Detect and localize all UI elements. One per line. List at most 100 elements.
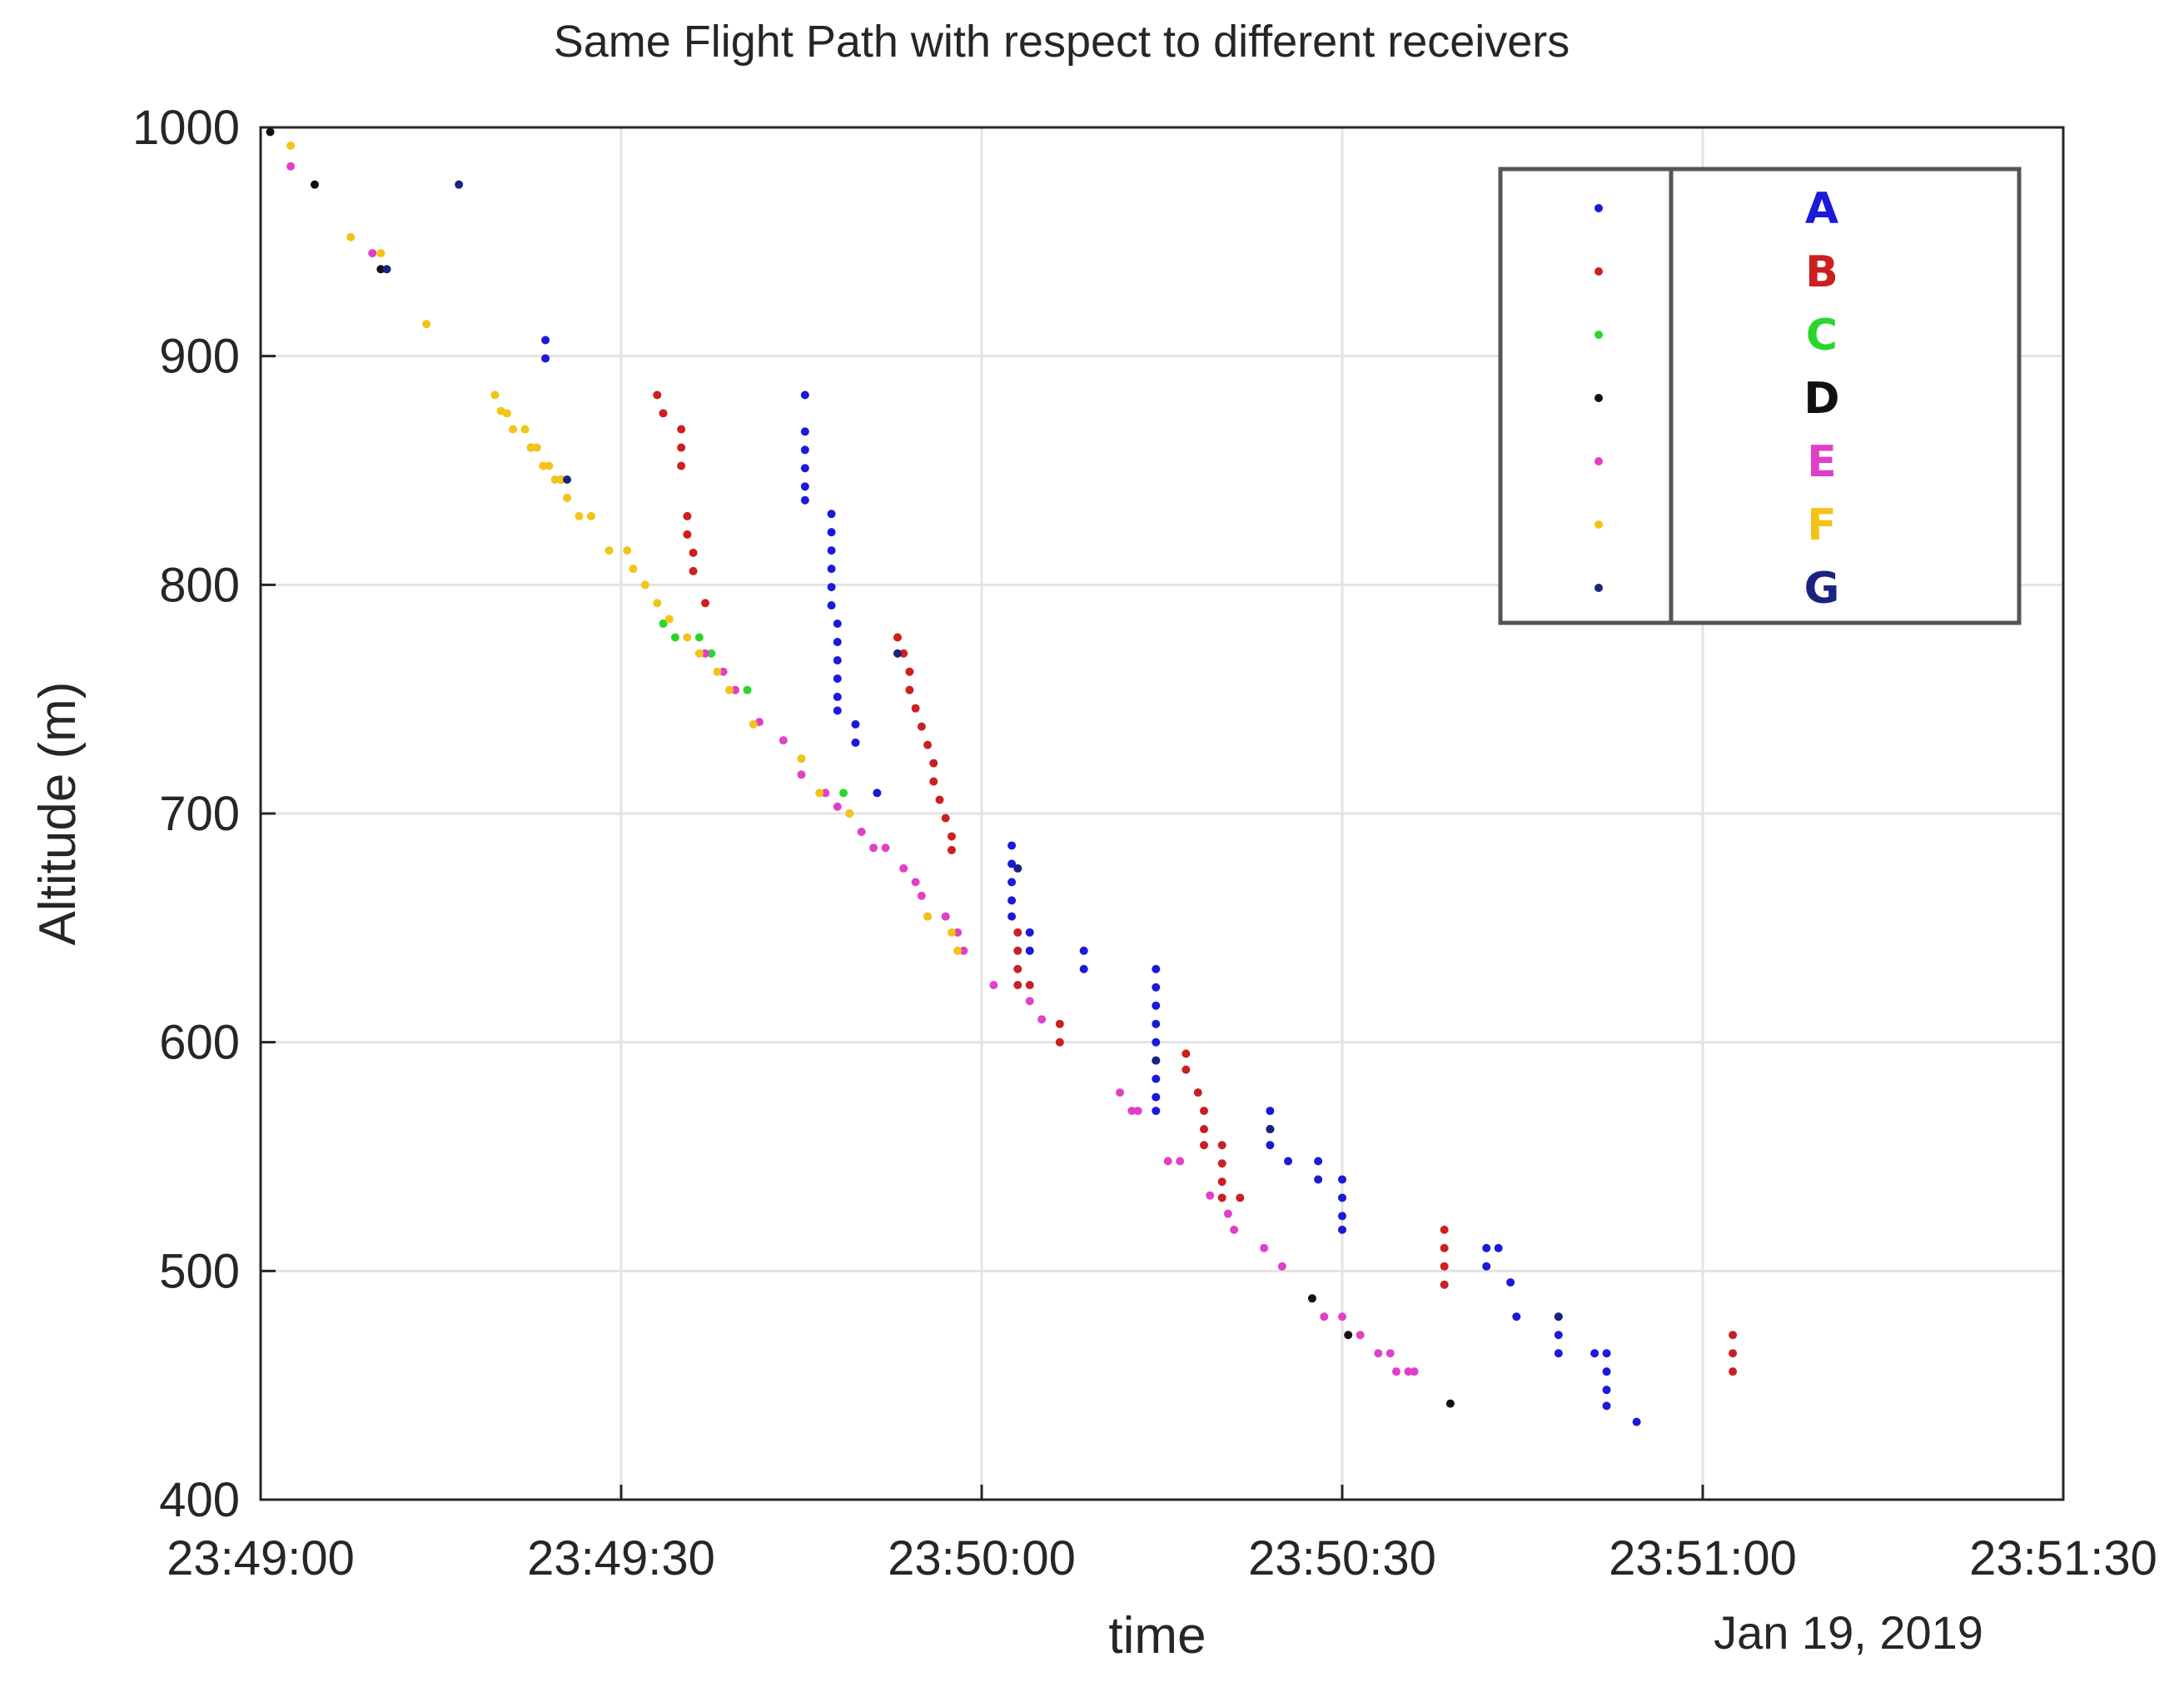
data-point — [623, 546, 632, 555]
data-point — [490, 391, 500, 400]
data-point — [1590, 1349, 1599, 1358]
x-tick-label: 23:49:00 — [167, 1531, 355, 1585]
data-point — [1729, 1349, 1738, 1358]
data-point — [857, 827, 866, 836]
data-point — [689, 566, 698, 575]
x-tick-label: 23:50:00 — [888, 1531, 1076, 1585]
data-point — [923, 912, 933, 921]
data-point — [1440, 1280, 1449, 1289]
data-point — [1013, 981, 1022, 989]
legend-label-c: C — [1806, 311, 1838, 361]
data-point — [1307, 1294, 1316, 1303]
x-tick-label: 23:51:00 — [1609, 1531, 1797, 1585]
data-point — [1007, 859, 1017, 868]
data-point — [694, 633, 704, 642]
data-point — [947, 845, 956, 854]
data-point — [1223, 1209, 1232, 1218]
legend-marker-e — [1594, 457, 1603, 465]
data-point — [683, 633, 692, 642]
data-point — [1632, 1417, 1641, 1426]
data-point — [1013, 863, 1022, 873]
data-point — [1410, 1367, 1419, 1376]
data-point — [1007, 841, 1017, 850]
y-tick-label: 400 — [159, 1473, 240, 1527]
data-point — [873, 789, 882, 798]
data-point — [1013, 946, 1022, 955]
data-point — [1602, 1401, 1611, 1411]
data-point — [821, 789, 830, 798]
data-point — [1554, 1349, 1563, 1358]
data-point — [929, 777, 938, 786]
data-point — [677, 461, 686, 470]
data-point — [1133, 1107, 1142, 1116]
data-point — [1152, 1107, 1161, 1116]
data-point — [683, 511, 692, 520]
y-tick-label: 500 — [159, 1244, 240, 1298]
data-point — [1176, 1157, 1185, 1166]
data-point — [905, 685, 914, 694]
data-point — [929, 759, 938, 768]
date-label: Jan 19, 2019 — [1714, 1606, 1983, 1659]
x-axis-tick-labels: 23:49:00 23:49:30 23:50:00 23:50:30 23:51:00… — [167, 1531, 2157, 1585]
data-point — [670, 633, 679, 642]
data-point — [797, 754, 806, 764]
data-point — [724, 685, 734, 694]
data-point — [1440, 1243, 1449, 1252]
data-point — [677, 443, 686, 452]
y-tick-label: 1000 — [132, 101, 240, 155]
data-point — [1193, 1088, 1202, 1097]
data-point — [502, 409, 511, 418]
data-point — [800, 427, 809, 436]
x-tick-label: 23:49:30 — [527, 1531, 715, 1585]
data-point — [1079, 946, 1088, 955]
data-point — [743, 685, 752, 694]
data-point — [1512, 1312, 1521, 1321]
data-point — [851, 738, 860, 747]
legend-label-a: A — [1805, 184, 1838, 234]
data-point — [1440, 1225, 1449, 1234]
data-point — [1266, 1141, 1275, 1150]
data-point — [1445, 1399, 1455, 1408]
data-point — [947, 928, 956, 937]
data-point — [1338, 1212, 1346, 1221]
legend-marker-a — [1594, 204, 1603, 212]
data-point — [899, 649, 908, 658]
y-tick-label: 900 — [159, 330, 240, 384]
data-point — [1037, 1015, 1047, 1024]
series-f — [286, 141, 963, 955]
data-point — [1115, 1088, 1124, 1097]
data-point — [1266, 1107, 1275, 1116]
data-point — [689, 548, 698, 557]
data-point — [653, 599, 662, 608]
data-point — [1217, 1159, 1226, 1168]
data-point — [1284, 1157, 1293, 1166]
data-point — [629, 565, 638, 574]
data-point — [1007, 896, 1017, 905]
data-point — [911, 878, 920, 887]
data-point — [719, 667, 728, 676]
y-tick-label: 600 — [159, 1016, 240, 1070]
data-point — [827, 528, 836, 537]
data-point — [539, 461, 548, 470]
legend-marker-g — [1594, 584, 1603, 592]
legend-marker-d — [1594, 394, 1603, 402]
data-point — [833, 802, 842, 811]
data-point — [1729, 1367, 1738, 1376]
data-point — [1007, 912, 1017, 921]
series-d — [266, 127, 1455, 1408]
data-point — [1494, 1243, 1503, 1252]
data-point — [586, 511, 595, 520]
series-g — [382, 180, 1563, 1321]
data-point — [1079, 964, 1088, 973]
data-point — [827, 546, 836, 555]
data-point — [1127, 1107, 1137, 1116]
data-point — [556, 475, 565, 484]
data-point — [827, 583, 836, 592]
data-point — [346, 232, 356, 241]
data-point — [1338, 1193, 1346, 1202]
data-point — [1200, 1141, 1209, 1150]
data-point — [563, 493, 572, 502]
data-point — [1482, 1243, 1491, 1252]
x-tick-label: 23:51:30 — [1969, 1531, 2157, 1585]
